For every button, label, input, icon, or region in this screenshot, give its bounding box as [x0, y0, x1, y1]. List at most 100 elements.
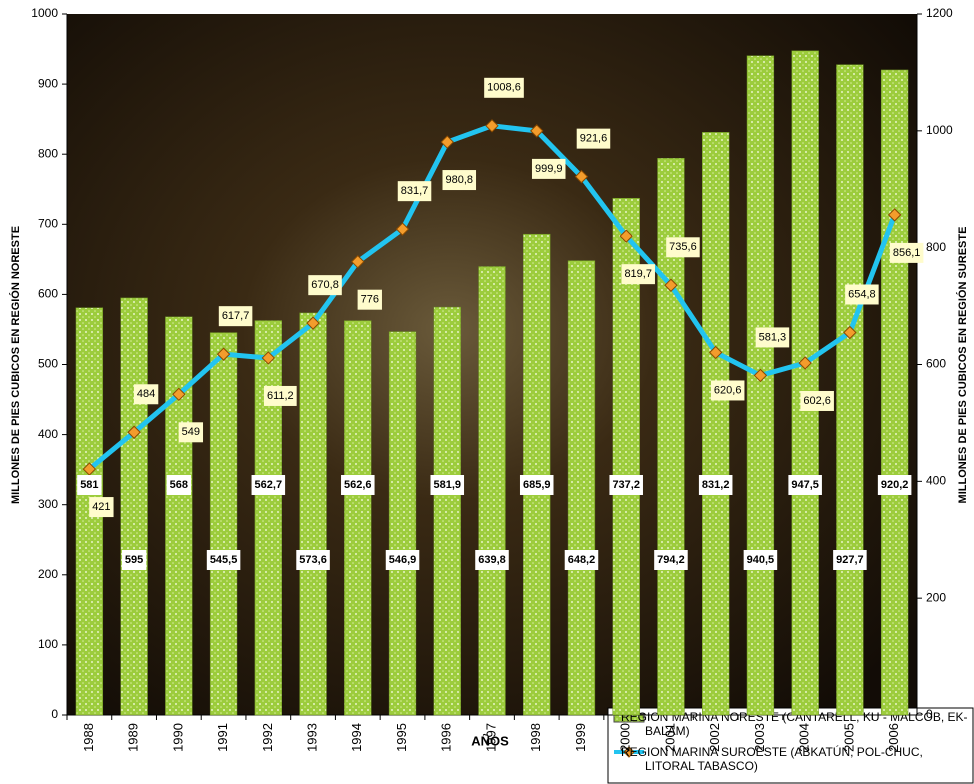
y-tick-label: 100 — [38, 637, 58, 651]
data-label: 562,7 — [255, 479, 283, 491]
x-tick-label: 1993 — [304, 723, 319, 752]
x-tick-label: 1998 — [528, 723, 543, 752]
y2-tick-label: 800 — [926, 240, 946, 254]
bar — [612, 197, 640, 716]
data-label: 819,7 — [624, 268, 652, 280]
data-label-box — [531, 158, 566, 179]
data-label: 620,6 — [714, 384, 742, 396]
data-label: 940,5 — [747, 554, 775, 566]
data-label: 648,2 — [568, 554, 596, 566]
x-tick-label: 1999 — [573, 723, 588, 752]
data-label-box — [263, 385, 297, 406]
bar — [836, 64, 864, 716]
x-tick-label: 2001 — [662, 723, 677, 752]
data-label: 581,9 — [433, 479, 461, 491]
data-label-box — [218, 306, 253, 327]
data-label: 1008,6 — [487, 82, 521, 94]
data-label: 670,8 — [311, 279, 339, 291]
line-marker — [261, 351, 276, 365]
data-label: 921,6 — [580, 133, 608, 145]
x-tick-label: 1989 — [126, 723, 141, 752]
bar — [165, 316, 193, 716]
bar — [523, 233, 551, 716]
line-marker — [708, 345, 723, 360]
data-label: 794,2 — [657, 554, 685, 566]
x-tick-label: 1996 — [439, 723, 454, 752]
data-label-box — [833, 550, 867, 570]
y2-tick-label: 400 — [926, 474, 946, 488]
bar — [433, 306, 461, 716]
y-tick-label: 500 — [38, 357, 58, 371]
data-label-box — [133, 384, 159, 405]
data-label-box — [251, 475, 286, 495]
line-marker — [753, 368, 768, 383]
data-label: 581 — [80, 479, 98, 491]
data-label: 999,9 — [535, 163, 563, 175]
data-label-box — [121, 550, 147, 570]
data-label: 562,6 — [344, 479, 372, 491]
data-label-box — [576, 128, 611, 149]
data-label: 737,2 — [612, 479, 640, 491]
data-label: 685,9 — [523, 479, 551, 491]
data-label: 639,8 — [478, 554, 506, 566]
y-tick-label: 800 — [38, 146, 58, 160]
bar — [702, 132, 730, 716]
data-label-box — [698, 475, 733, 495]
data-label: 856,1 — [893, 247, 921, 259]
x-tick-label: 1991 — [215, 723, 230, 752]
x-tick-label: 2004 — [797, 723, 812, 752]
data-label: 546,9 — [389, 554, 417, 566]
data-label-box — [755, 327, 790, 348]
line-marker — [172, 387, 186, 402]
data-label: 831,7 — [401, 185, 429, 197]
data-label-box — [609, 475, 643, 495]
data-label-box — [519, 475, 554, 495]
x-tick-label: 2005 — [841, 723, 856, 752]
data-label: 595 — [125, 554, 143, 566]
x-tick-label: 1997 — [483, 723, 498, 752]
x-tick-label: 2002 — [707, 723, 722, 752]
bar — [791, 50, 819, 716]
x-tick-label: 1995 — [394, 723, 409, 752]
data-label-box — [877, 475, 912, 495]
line-marker — [887, 208, 902, 222]
y2-tick-label: 0 — [926, 707, 933, 721]
legend-entry: REGION MARINA SUROESTE (ABKATÚN, POL-CHU… — [621, 745, 923, 773]
data-label-box — [484, 77, 524, 98]
bar — [880, 69, 909, 716]
data-label: 927,7 — [836, 554, 864, 566]
legend-marker — [623, 746, 635, 758]
data-label-box — [564, 550, 599, 570]
data-label-box — [430, 475, 465, 495]
data-label-box — [800, 390, 834, 411]
data-label-box — [397, 181, 432, 202]
data-label-box — [788, 475, 822, 495]
line-marker — [619, 229, 633, 243]
y-tick-label: 200 — [38, 567, 58, 581]
bar — [209, 332, 238, 716]
bar — [120, 297, 148, 716]
y2-tick-label: 1000 — [926, 123, 953, 137]
data-label: 602,6 — [803, 395, 831, 407]
legend-box — [607, 707, 974, 784]
data-label-box — [442, 170, 477, 191]
x-tick-label: 2000 — [618, 723, 633, 752]
line-marker — [843, 325, 857, 340]
x-axis-title: AÑOS — [471, 733, 509, 748]
x-tick-label: 1994 — [349, 723, 364, 752]
data-label: 611,2 — [267, 390, 294, 402]
line-marker — [485, 119, 499, 133]
data-label-box — [845, 284, 879, 305]
line-marker — [574, 169, 589, 184]
line-marker — [530, 124, 544, 138]
data-label-box — [621, 264, 655, 285]
y-axis-title: MILLONES DE PIES CUBICOS EN REGIÓN NORES… — [9, 226, 22, 504]
bar — [254, 320, 282, 716]
data-label: 654,8 — [848, 288, 876, 300]
data-label-box — [89, 497, 114, 518]
x-tick-label: 2006 — [886, 723, 901, 752]
y2-tick-label: 200 — [926, 590, 946, 604]
bar — [344, 320, 372, 716]
line-marker — [216, 347, 231, 361]
